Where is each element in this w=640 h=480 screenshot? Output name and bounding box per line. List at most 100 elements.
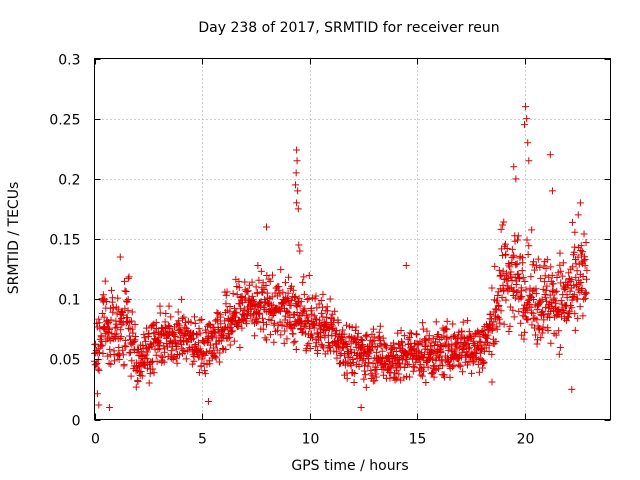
data-point bbox=[474, 327, 482, 335]
data-point bbox=[99, 291, 107, 299]
data-point bbox=[108, 286, 116, 294]
data-point bbox=[150, 329, 158, 337]
data-point bbox=[292, 181, 300, 189]
data-point bbox=[271, 309, 279, 317]
data-point bbox=[290, 293, 298, 301]
data-point bbox=[219, 344, 227, 352]
x-tick-label: 15 bbox=[409, 432, 427, 448]
data-point bbox=[232, 309, 240, 317]
data-point bbox=[309, 334, 317, 342]
data-point bbox=[514, 288, 522, 296]
data-point bbox=[257, 267, 265, 275]
data-point bbox=[369, 360, 377, 368]
data-point bbox=[521, 328, 529, 336]
data-point bbox=[231, 313, 239, 321]
data-point bbox=[514, 232, 522, 240]
data-point bbox=[470, 357, 478, 365]
data-point bbox=[236, 343, 244, 351]
data-point bbox=[205, 320, 213, 328]
data-point bbox=[488, 378, 496, 386]
data-point bbox=[582, 238, 590, 246]
data-point bbox=[289, 330, 297, 338]
data-point bbox=[292, 345, 300, 353]
data-point bbox=[500, 320, 508, 328]
data-point bbox=[228, 328, 236, 336]
y-tick-label: 0.1 bbox=[58, 293, 80, 309]
data-point bbox=[403, 372, 411, 380]
data-point bbox=[406, 329, 414, 337]
data-point bbox=[281, 312, 289, 320]
data-point bbox=[393, 375, 401, 383]
data-point bbox=[485, 320, 493, 328]
data-point bbox=[198, 355, 206, 363]
data-point bbox=[536, 263, 544, 271]
data-point bbox=[478, 328, 486, 336]
data-point bbox=[189, 330, 197, 338]
data-point bbox=[421, 335, 429, 343]
y-axis-label: SRMTID / TECUs bbox=[6, 182, 22, 295]
data-point bbox=[95, 315, 103, 323]
data-point bbox=[142, 351, 150, 359]
data-point bbox=[578, 284, 586, 292]
data-point bbox=[93, 390, 101, 398]
data-point bbox=[131, 336, 139, 344]
data-point bbox=[295, 319, 303, 327]
data-point bbox=[323, 313, 331, 321]
data-point bbox=[507, 273, 515, 281]
data-point bbox=[493, 325, 501, 333]
data-point bbox=[292, 169, 300, 177]
data-point bbox=[191, 320, 199, 327]
data-point bbox=[164, 322, 172, 330]
data-point bbox=[379, 334, 387, 342]
data-point bbox=[109, 304, 117, 312]
data-points bbox=[90, 103, 591, 411]
data-point bbox=[513, 260, 521, 268]
data-point bbox=[392, 348, 400, 356]
data-point bbox=[276, 307, 284, 315]
data-point bbox=[543, 256, 551, 264]
data-point bbox=[195, 368, 203, 376]
data-point bbox=[201, 367, 209, 375]
data-point bbox=[313, 304, 321, 312]
data-point bbox=[314, 347, 322, 355]
data-point bbox=[295, 241, 303, 249]
data-point bbox=[576, 303, 584, 311]
data-point bbox=[475, 329, 483, 337]
data-point bbox=[201, 370, 209, 378]
data-point bbox=[522, 103, 530, 111]
data-point bbox=[415, 347, 423, 355]
data-point bbox=[267, 316, 275, 324]
data-point bbox=[259, 288, 267, 296]
data-point bbox=[305, 295, 313, 303]
data-point bbox=[521, 121, 528, 129]
data-point bbox=[578, 251, 586, 259]
data-point bbox=[572, 273, 580, 281]
data-point bbox=[341, 351, 349, 359]
data-point bbox=[138, 372, 146, 380]
data-point bbox=[293, 146, 301, 154]
data-point bbox=[319, 344, 327, 352]
data-point bbox=[178, 345, 186, 353]
data-point bbox=[533, 340, 541, 348]
data-point bbox=[161, 318, 169, 326]
data-point bbox=[106, 325, 114, 333]
data-point bbox=[277, 331, 285, 339]
data-point bbox=[499, 281, 507, 289]
data-point bbox=[517, 294, 525, 302]
data-point bbox=[515, 307, 523, 315]
data-point bbox=[559, 259, 567, 267]
data-point bbox=[443, 317, 451, 325]
data-point bbox=[111, 324, 119, 332]
data-point bbox=[178, 314, 186, 322]
data-point bbox=[116, 253, 124, 261]
data-point bbox=[248, 278, 256, 286]
data-point bbox=[338, 334, 346, 342]
data-point bbox=[575, 280, 583, 288]
data-point bbox=[398, 339, 406, 347]
data-point bbox=[103, 298, 111, 306]
data-point bbox=[332, 330, 340, 338]
data-point bbox=[110, 357, 118, 365]
data-point bbox=[305, 272, 313, 280]
data-point bbox=[527, 273, 535, 281]
data-point bbox=[544, 327, 552, 335]
